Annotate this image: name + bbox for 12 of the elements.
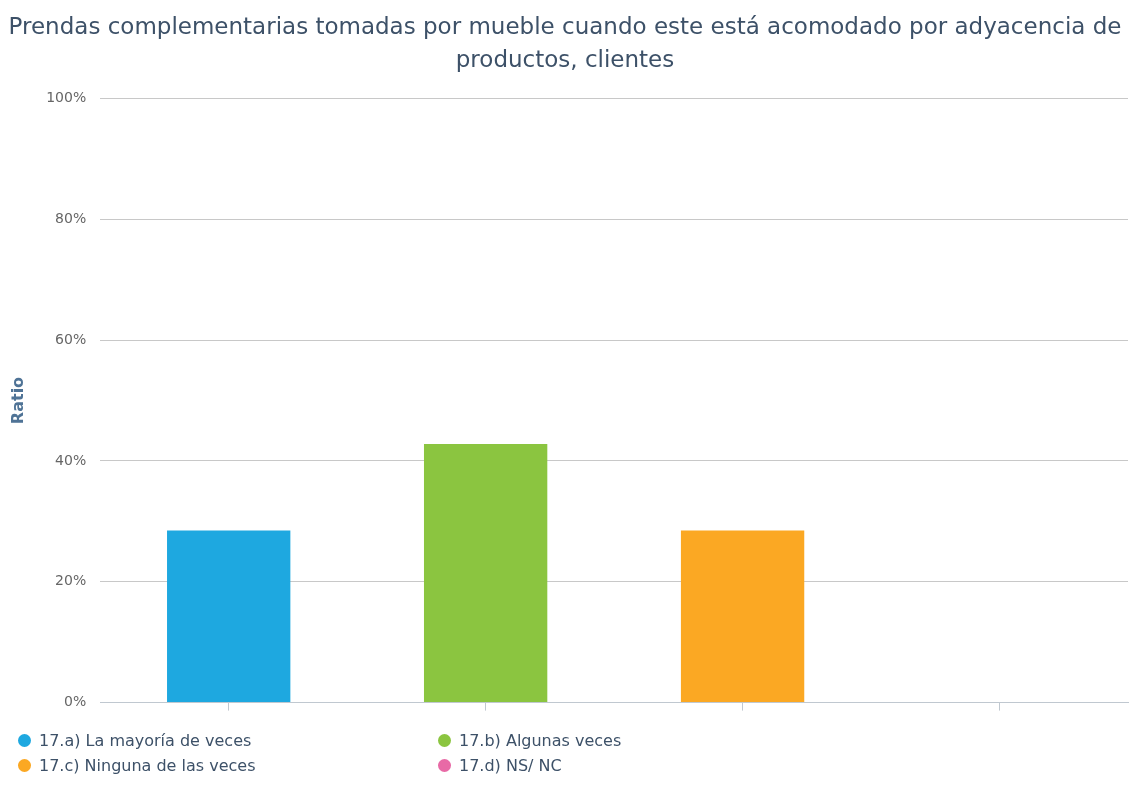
y-tick-label: 100%: [46, 89, 87, 106]
legend-label: 17.b) Algunas veces: [459, 731, 622, 750]
y-tick-label: 40%: [55, 451, 87, 468]
y-axis-title: Ratio: [7, 376, 27, 425]
legend-label: 17.a) La mayoría de veces: [39, 731, 252, 750]
y-tick-label: 20%: [55, 572, 87, 589]
y-tick-label: 0%: [64, 693, 87, 710]
legend-label: 17.c) Ninguna de las veces: [39, 756, 256, 775]
legend-label: 17.d) NS/ NC: [459, 756, 562, 775]
chart-title: Prendas complementarias tomadas por mueble cuando este está acomodado por adyacencia de productos, clientes: [7, 12, 1123, 74]
y-tick-label: 60%: [55, 330, 87, 347]
y-tick-label: 80%: [55, 209, 87, 226]
